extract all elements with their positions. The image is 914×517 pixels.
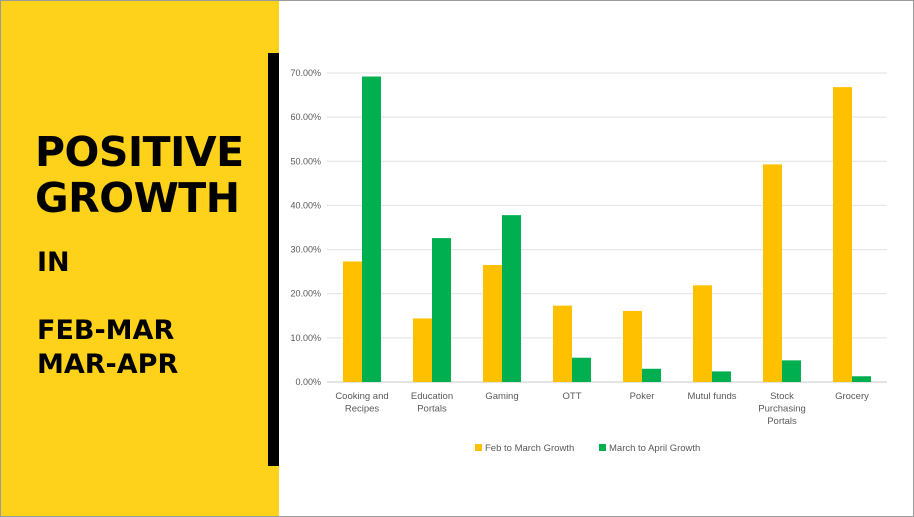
legend-swatch xyxy=(475,444,482,451)
x-tick-label: Cooking and Recipes xyxy=(335,391,388,415)
period-mar-apr: MAR-APR xyxy=(37,349,179,380)
y-tick-label: 70.00% xyxy=(290,68,321,78)
y-tick-label: 40.00% xyxy=(290,200,321,210)
bars xyxy=(343,76,871,382)
legend-label: March to April Growth xyxy=(609,443,700,454)
connector-text: IN xyxy=(37,247,70,278)
y-tick-label: 0.00% xyxy=(295,377,321,387)
headline-line-2: GROWTH xyxy=(35,174,240,222)
legend: Feb to March Growth March to April Growth xyxy=(475,443,700,454)
growth-bar-chart: 0.00% 10.00% 20.00% 30.00% 40.00% 50.00% 60.00… xyxy=(290,68,887,454)
bar-feb-mar xyxy=(833,87,852,382)
legend-label: Feb to March Growth xyxy=(485,443,574,454)
bar-feb-mar xyxy=(483,265,502,382)
x-axis-tick-labels: Cooking and Recipes Education Portals Gaming… xyxy=(335,391,869,427)
bar-mar-apr xyxy=(572,357,591,382)
bar-mar-apr xyxy=(432,238,451,382)
legend-swatch xyxy=(599,444,606,451)
y-tick-label: 60.00% xyxy=(290,112,321,122)
bar-mar-apr xyxy=(362,76,381,382)
x-tick-label: Mutul funds xyxy=(687,391,736,402)
headline: POSITIVE GROWTH xyxy=(35,129,244,221)
bar-feb-mar xyxy=(763,164,782,382)
x-tick-label: OTT xyxy=(563,391,582,402)
bar-feb-mar xyxy=(413,318,432,382)
bar-feb-mar xyxy=(343,261,362,382)
bar-mar-apr xyxy=(642,368,661,382)
headline-line-1: POSITIVE xyxy=(35,128,244,176)
x-tick-label: Gaming xyxy=(485,391,518,402)
x-tick-label: Education Portals xyxy=(411,391,453,415)
bar-mar-apr xyxy=(502,215,521,382)
bar-mar-apr xyxy=(852,376,871,382)
y-tick-label: 50.00% xyxy=(290,156,321,166)
bar-feb-mar xyxy=(693,285,712,382)
x-tick-label: Grocery xyxy=(835,391,869,402)
period-feb-mar: FEB-MAR xyxy=(37,315,175,346)
bar-mar-apr xyxy=(712,371,731,382)
bar-feb-mar xyxy=(623,310,642,382)
y-tick-label: 20.00% xyxy=(290,289,321,299)
y-tick-label: 30.00% xyxy=(290,245,321,255)
y-axis-tick-labels: 0.00% 10.00% 20.00% 30.00% 40.00% 50.00% 60.00… xyxy=(290,68,321,387)
yellow-side-panel: POSITIVE GROWTH IN FEB-MAR MAR-APR xyxy=(1,1,279,516)
divider-bar xyxy=(268,53,279,466)
bar-feb-mar xyxy=(553,305,572,382)
gridlines xyxy=(327,72,887,383)
y-tick-label: 10.00% xyxy=(290,333,321,343)
bar-mar-apr xyxy=(782,360,801,382)
x-tick-label: Poker xyxy=(630,391,655,402)
x-tick-label: Stock Purchasing Portals xyxy=(758,391,806,427)
